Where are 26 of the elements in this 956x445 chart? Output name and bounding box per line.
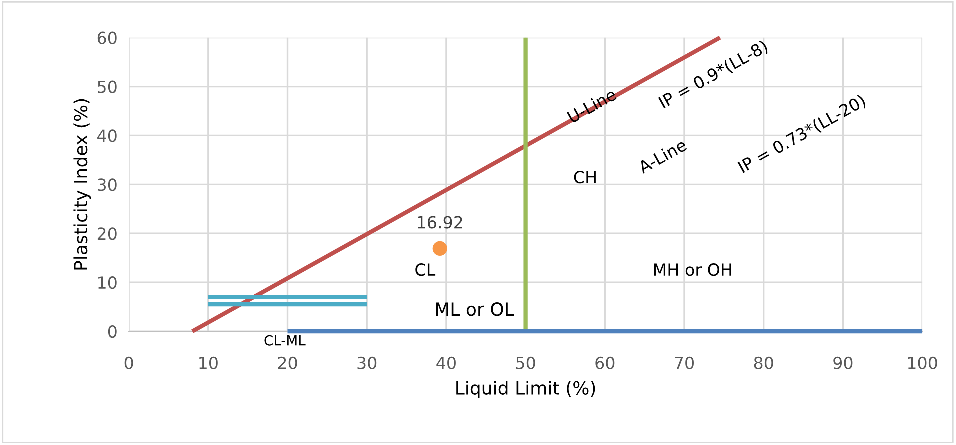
x-tick-label: 30 (358, 356, 377, 370)
y-tick-label: 50 (98, 80, 117, 94)
x-tick-label: 90 (834, 356, 853, 370)
y-tick-label: 20 (98, 228, 117, 240)
data-label: 16.92 (418, 216, 462, 229)
x-tick-label: 70 (675, 356, 694, 370)
y-axis-title: Plasticity Index (%) (74, 99, 92, 270)
y-tick-label: 30 (98, 178, 117, 192)
y-tick-label: 40 (98, 130, 117, 142)
x-tick-label: 40 (436, 356, 456, 370)
y-tick-label: 60 (98, 32, 117, 44)
annotation: CL (416, 264, 436, 276)
x-tick-label: 50 (516, 356, 536, 370)
x-tick-label: 100 (908, 356, 938, 370)
x-tick-label: 80 (754, 356, 774, 370)
x-axis-title: Liquid Limit (%) (456, 380, 596, 398)
y-tick-label: 10 (98, 276, 117, 290)
y-tick-label: 0 (108, 325, 117, 338)
x-tick-label: 20 (278, 356, 298, 370)
x-tick-label: 10 (200, 356, 218, 370)
text: CL-ML (264, 335, 306, 346)
annotation: MH or OH (654, 264, 732, 276)
x-tick-label: 60 (596, 356, 615, 370)
annotation: CH (574, 171, 596, 184)
annotation: ML or OL (436, 302, 514, 316)
x-tick-label: 0 (124, 356, 134, 370)
